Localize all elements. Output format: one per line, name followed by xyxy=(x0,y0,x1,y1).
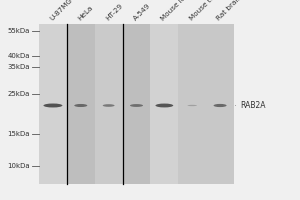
Ellipse shape xyxy=(188,105,197,106)
Text: 40kDa: 40kDa xyxy=(8,53,30,59)
Bar xyxy=(67,24,95,184)
Ellipse shape xyxy=(214,104,226,107)
Text: U-87MG: U-87MG xyxy=(49,0,74,22)
Bar xyxy=(206,24,234,184)
Bar xyxy=(150,24,178,184)
Text: Mouse testis: Mouse testis xyxy=(188,0,224,22)
Bar xyxy=(178,24,206,184)
Ellipse shape xyxy=(130,104,143,107)
Text: 15kDa: 15kDa xyxy=(8,131,30,137)
Bar xyxy=(39,24,234,184)
Text: A-549: A-549 xyxy=(132,3,152,22)
Text: Rat brain: Rat brain xyxy=(216,0,243,22)
Text: HT-29: HT-29 xyxy=(104,3,124,22)
Bar xyxy=(39,24,67,184)
Ellipse shape xyxy=(155,104,173,107)
Text: RAB2A: RAB2A xyxy=(240,101,266,110)
Text: 55kDa: 55kDa xyxy=(8,28,30,34)
Text: 35kDa: 35kDa xyxy=(8,64,30,70)
Ellipse shape xyxy=(103,104,115,107)
Ellipse shape xyxy=(44,104,62,107)
Text: 25kDa: 25kDa xyxy=(8,91,30,97)
Bar xyxy=(123,24,150,184)
Bar xyxy=(95,24,123,184)
Ellipse shape xyxy=(74,104,87,107)
Text: 10kDa: 10kDa xyxy=(8,163,30,169)
Text: Mouse lung: Mouse lung xyxy=(160,0,194,22)
Text: HeLa: HeLa xyxy=(76,5,94,22)
